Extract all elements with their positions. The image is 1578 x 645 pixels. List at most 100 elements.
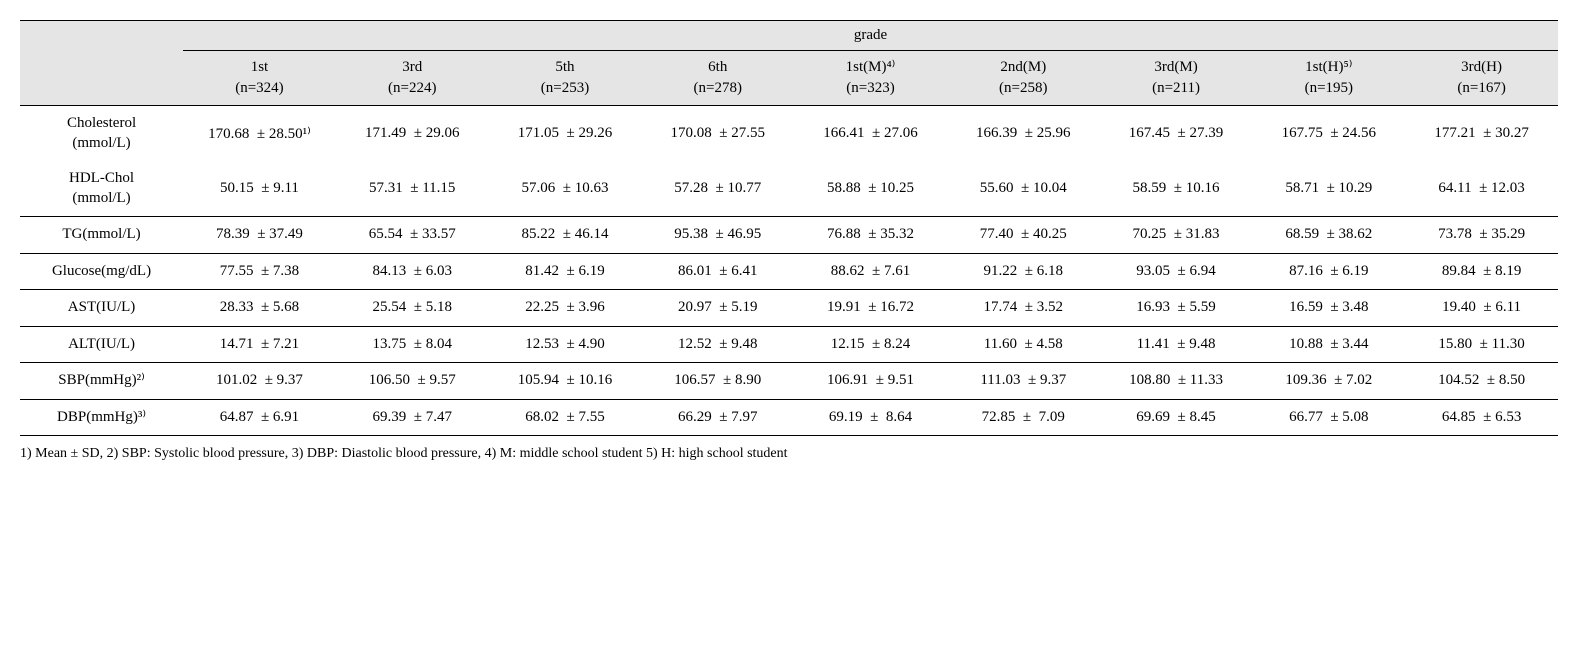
row-label-line1: HDL-Chol	[69, 170, 134, 186]
value-cell: 106.50 ± 9.57	[336, 363, 489, 400]
value-cell: 55.60 ± 10.04	[947, 161, 1100, 217]
table-row: ALT(IU/L)14.71 ± 7.2113.75 ± 8.0412.53 ±…	[20, 326, 1558, 363]
value-cell: 22.25 ± 3.96	[489, 290, 642, 327]
value-cell: 167.75 ± 24.56	[1252, 106, 1405, 162]
value-cell: 15.80 ± 11.30	[1405, 326, 1558, 363]
header-group-title: grade	[183, 21, 1558, 51]
row-label-line1: Cholesterol	[67, 115, 136, 131]
value-cell: 64.85 ± 6.53	[1405, 399, 1558, 436]
value-cell: 12.52 ± 9.48	[641, 326, 794, 363]
column-header: 3rd(M) (n=211)	[1100, 51, 1253, 106]
value-cell: 73.78 ± 35.29	[1405, 217, 1558, 254]
column-header-line1: 3rd(M)	[1154, 59, 1197, 75]
value-cell: 16.93 ± 5.59	[1100, 290, 1253, 327]
value-cell: 10.88 ± 3.44	[1252, 326, 1405, 363]
value-cell: 16.59 ± 3.48	[1252, 290, 1405, 327]
column-header-line1: 5th	[555, 59, 574, 75]
column-header-line1: 3rd(H)	[1461, 59, 1502, 75]
value-cell: 84.13 ± 6.03	[336, 253, 489, 290]
value-cell: 57.31 ± 11.15	[336, 161, 489, 217]
value-cell: 167.45 ± 27.39	[1100, 106, 1253, 162]
column-header: 1st(M)⁴⁾ (n=323)	[794, 51, 947, 106]
column-header-line2: (n=195)	[1305, 80, 1353, 96]
table-row: TG(mmol/L)78.39 ± 37.4965.54 ± 33.5785.2…	[20, 217, 1558, 254]
value-cell: 28.33 ± 5.68	[183, 290, 336, 327]
value-cell: 69.19 ± 8.64	[794, 399, 947, 436]
column-header: 3rd(H) (n=167)	[1405, 51, 1558, 106]
value-cell: 166.39 ± 25.96	[947, 106, 1100, 162]
data-table: grade 1st(n=324) 3rd (n=224) 5th (n=253) 6th (…	[20, 20, 1558, 436]
column-header: 1st(H)⁵⁾ (n=195)	[1252, 51, 1405, 106]
value-cell: 57.06 ± 10.63	[489, 161, 642, 217]
value-cell: 17.74 ± 3.52	[947, 290, 1100, 327]
column-header: 2nd(M) (n=258)	[947, 51, 1100, 106]
row-label: DBP(mmHg)³⁾	[20, 399, 183, 436]
row-label: TG(mmol/L)	[20, 217, 183, 254]
value-cell: 57.28 ± 10.77	[641, 161, 794, 217]
header-blank	[20, 21, 183, 106]
column-header: 1st(n=324)	[183, 51, 336, 106]
footnote: 1) Mean ± SD, 2) SBP: Systolic blood pre…	[20, 446, 1558, 462]
value-cell: 14.71 ± 7.21	[183, 326, 336, 363]
value-cell: 58.88 ± 10.25	[794, 161, 947, 217]
value-cell: 70.25 ± 31.83	[1100, 217, 1253, 254]
column-header-line1: 1st(H)⁵⁾	[1305, 59, 1352, 75]
column-header-line1: 2nd(M)	[1000, 59, 1046, 75]
value-cell: 109.36 ± 7.02	[1252, 363, 1405, 400]
table-row: AST(IU/L)28.33 ± 5.6825.54 ± 5.1822.25 ±…	[20, 290, 1558, 327]
value-cell: 108.80 ± 11.33	[1100, 363, 1253, 400]
value-cell: 166.41 ± 27.06	[794, 106, 947, 162]
value-cell: 101.02 ± 9.37	[183, 363, 336, 400]
value-cell: 86.01 ± 6.41	[641, 253, 794, 290]
value-cell: 171.05 ± 29.26	[489, 106, 642, 162]
table-row: HDL-Chol (mmol/L) 50.15 ± 9.1157.31 ± 11.1…	[20, 161, 1558, 217]
value-cell: 91.22 ± 6.18	[947, 253, 1100, 290]
column-header-line2: (n=224)	[388, 80, 436, 96]
value-cell: 87.16 ± 6.19	[1252, 253, 1405, 290]
column-header-line2: (n=323)	[846, 80, 894, 96]
value-cell: 65.54 ± 33.57	[336, 217, 489, 254]
table-header: grade 1st(n=324) 3rd (n=224) 5th (n=253) 6th (…	[20, 21, 1558, 106]
value-cell: 69.39 ± 7.47	[336, 399, 489, 436]
table-body: Cholesterol(mmol/L)170.68 ± 28.50¹⁾171.4…	[20, 106, 1558, 436]
value-cell: 93.05 ± 6.94	[1100, 253, 1253, 290]
row-label: SBP(mmHg)²⁾	[20, 363, 183, 400]
value-cell: 105.94 ± 10.16	[489, 363, 642, 400]
row-label: Cholesterol(mmol/L)	[20, 106, 183, 162]
value-cell: 77.55 ± 7.38	[183, 253, 336, 290]
value-cell: 12.15 ± 8.24	[794, 326, 947, 363]
value-cell: 66.77 ± 5.08	[1252, 399, 1405, 436]
value-cell: 64.87 ± 6.91	[183, 399, 336, 436]
value-cell: 50.15 ± 9.11	[183, 161, 336, 217]
value-cell: 66.29 ± 7.97	[641, 399, 794, 436]
column-header-line2: (n=167)	[1457, 80, 1505, 96]
column-header-line1: 6th	[708, 59, 727, 75]
value-cell: 170.68 ± 28.50¹⁾	[183, 106, 336, 162]
row-label: ALT(IU/L)	[20, 326, 183, 363]
column-header-line2: (n=211)	[1152, 80, 1200, 96]
value-cell: 95.38 ± 46.95	[641, 217, 794, 254]
column-header-line1: 1st(M)⁴⁾	[846, 59, 896, 75]
row-label-line2: (mmol/L)	[72, 190, 130, 206]
column-header-line2: (n=258)	[999, 80, 1047, 96]
value-cell: 12.53 ± 4.90	[489, 326, 642, 363]
column-header-line1: 3rd	[402, 59, 422, 75]
value-cell: 171.49 ± 29.06	[336, 106, 489, 162]
value-cell: 64.11 ± 12.03	[1405, 161, 1558, 217]
value-cell: 72.85 ± 7.09	[947, 399, 1100, 436]
value-cell: 85.22 ± 46.14	[489, 217, 642, 254]
column-header-line2: (n=278)	[694, 80, 742, 96]
column-header-line2: (n=253)	[541, 80, 589, 96]
value-cell: 170.08 ± 27.55	[641, 106, 794, 162]
column-header: 6th (n=278)	[641, 51, 794, 106]
value-cell: 88.62 ± 7.61	[794, 253, 947, 290]
value-cell: 20.97 ± 5.19	[641, 290, 794, 327]
value-cell: 11.60 ± 4.58	[947, 326, 1100, 363]
value-cell: 81.42 ± 6.19	[489, 253, 642, 290]
value-cell: 69.69 ± 8.45	[1100, 399, 1253, 436]
value-cell: 68.02 ± 7.55	[489, 399, 642, 436]
value-cell: 78.39 ± 37.49	[183, 217, 336, 254]
value-cell: 19.91 ± 16.72	[794, 290, 947, 327]
value-cell: 19.40 ± 6.11	[1405, 290, 1558, 327]
column-header: 3rd (n=224)	[336, 51, 489, 106]
